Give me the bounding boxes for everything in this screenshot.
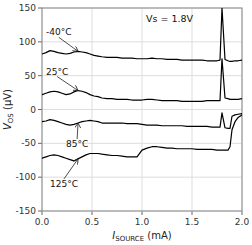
- grid-line: [42, 75, 242, 76]
- tick-label: 0.5: [85, 217, 99, 227]
- tick-mark: [242, 211, 243, 215]
- series-line: [42, 59, 242, 102]
- tick-label: -150: [16, 206, 37, 216]
- series-label: 85°C: [66, 139, 88, 149]
- grid-line: [42, 177, 242, 178]
- tick-mark: [38, 41, 42, 42]
- label-arrow: [57, 77, 78, 91]
- grid-line: [42, 109, 242, 110]
- tick-label: 50: [25, 71, 37, 81]
- tick-label: 1.5: [185, 217, 199, 227]
- series-label: -40°C: [46, 27, 71, 37]
- tick-mark: [38, 211, 42, 212]
- series-line: [42, 115, 242, 161]
- y-axis-label: VOS (μV): [2, 89, 15, 130]
- axis-label-part: (mA): [144, 230, 172, 241]
- tick-label: 2.0: [235, 217, 250, 227]
- series-label: 125°C: [50, 179, 78, 189]
- label-arrow: [77, 123, 79, 139]
- series-group: [42, 8, 242, 161]
- series-label: 25°C: [46, 67, 68, 77]
- series-line: [42, 8, 242, 61]
- tick-mark: [192, 211, 193, 215]
- tick-mark: [92, 211, 93, 215]
- tick-label: -100: [16, 172, 37, 182]
- axis-label-part: SOURCE: [115, 235, 144, 243]
- tick-label: 0: [30, 105, 36, 115]
- axis-label-part: OS: [7, 113, 15, 124]
- tick-label: -50: [21, 138, 36, 148]
- series-line: [42, 113, 242, 129]
- chart: 0.0 0.5 1.0 1.5 2.0 -150 -100 -50 0 50 100 150 -40°C…: [0, 0, 252, 245]
- grid-line: [42, 41, 242, 42]
- tick-mark: [42, 211, 43, 215]
- tick-mark: [38, 177, 42, 178]
- tick-label: 100: [19, 37, 36, 47]
- x-axis-label: ISOURCE (mA): [112, 230, 172, 243]
- label-arrow: [59, 37, 78, 51]
- tick-mark: [38, 75, 42, 76]
- plot-frame: [42, 8, 242, 211]
- tick-label: 150: [19, 3, 36, 13]
- tick-mark: [38, 8, 42, 9]
- annotation: Vs = 1.8V: [146, 13, 194, 24]
- axis-label-part: (μV): [2, 89, 13, 113]
- tick-mark: [142, 211, 143, 215]
- tick-label: 1.0: [135, 217, 150, 227]
- tick-mark: [38, 109, 42, 110]
- label-arrow: [64, 159, 78, 179]
- tick-mark: [38, 143, 42, 144]
- tick-label: 0.0: [35, 217, 50, 227]
